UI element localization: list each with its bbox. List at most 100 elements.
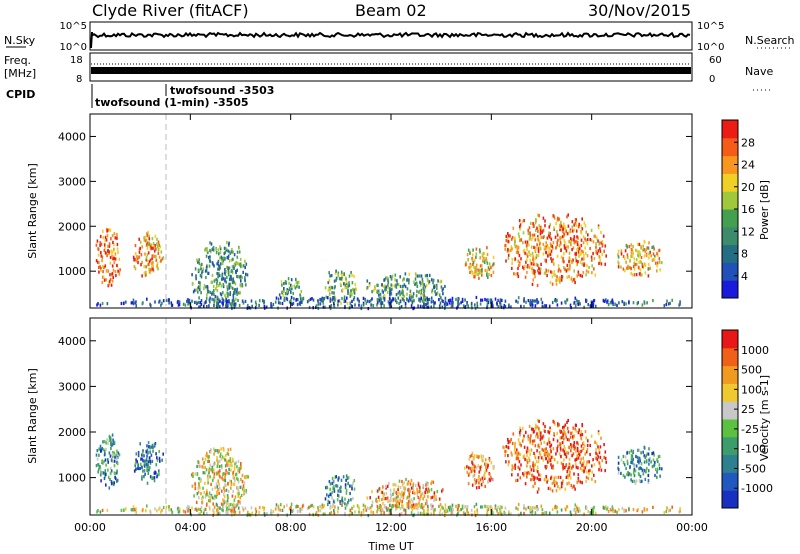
range-gate-cell — [569, 443, 572, 447]
range-gate-cell — [207, 290, 209, 294]
range-gate-cell — [200, 299, 203, 303]
range-gate-cell — [331, 286, 333, 290]
range-gate-cell — [601, 252, 603, 256]
range-gate-cell — [473, 505, 476, 509]
range-gate-cell — [151, 476, 153, 480]
range-gate-cell — [350, 271, 352, 275]
range-gate-cell — [582, 270, 585, 275]
range-gate-cell — [626, 266, 628, 270]
range-gate-cell — [191, 506, 193, 510]
range-gate-cell — [478, 475, 480, 479]
range-gate-cell — [237, 298, 239, 303]
range-gate-cell — [146, 233, 149, 238]
range-gate-cell — [646, 508, 648, 512]
range-gate-cell — [621, 300, 624, 304]
range-gate-cell — [415, 274, 418, 278]
range-gate-cell — [568, 256, 571, 260]
range-gate-cell — [378, 498, 381, 502]
range-gate-cell — [576, 235, 578, 239]
range-gate-cell — [114, 236, 117, 240]
range-gate-cell — [592, 251, 594, 256]
range-gate-cell — [188, 298, 191, 302]
range-gate-cell — [125, 507, 127, 511]
range-gate-cell — [617, 471, 620, 475]
range-gate-cell — [155, 463, 158, 467]
range-gate-cell — [627, 266, 630, 270]
range-gate-cell — [591, 464, 593, 468]
y-tick-label: 2000 — [58, 220, 86, 233]
range-gate-cell — [400, 305, 403, 309]
range-gate-cell — [588, 469, 590, 473]
range-gate-cell — [102, 275, 105, 279]
range-gate-cell — [564, 432, 567, 436]
range-gate-cell — [412, 486, 415, 490]
range-gate-cell — [145, 273, 147, 277]
range-gate-cell — [227, 266, 229, 270]
range-gate-cell — [322, 305, 325, 309]
range-gate-cell — [384, 284, 386, 288]
range-gate-cell — [598, 451, 601, 455]
range-gate-cell — [517, 266, 519, 271]
range-gate-cell — [622, 267, 625, 271]
range-gate-cell — [150, 243, 153, 247]
range-gate-cell — [329, 482, 332, 486]
range-gate-cell — [206, 511, 208, 516]
range-gate-cell — [556, 298, 558, 302]
range-gate-cell — [198, 496, 200, 500]
range-gate-cell — [226, 507, 228, 511]
range-gate-cell — [491, 507, 494, 511]
range-gate-cell — [135, 259, 137, 263]
range-gate-cell — [647, 478, 650, 483]
range-gate-cell — [443, 509, 446, 513]
range-gate-cell — [477, 268, 479, 272]
range-gate-cell — [593, 463, 596, 467]
range-gate-cell — [528, 456, 530, 460]
range-gate-cell — [146, 504, 148, 508]
range-gate-cell — [227, 273, 230, 277]
range-gate-cell — [115, 274, 117, 278]
range-gate-cell — [352, 290, 355, 294]
range-gate-cell — [351, 487, 353, 491]
range-gate-cell — [560, 430, 563, 434]
range-gate-cell — [527, 228, 529, 232]
range-gate-cell — [427, 512, 429, 516]
range-gate-cell — [213, 264, 215, 268]
range-gate-cell — [595, 448, 597, 452]
range-gate-cell — [470, 269, 473, 273]
range-gate-cell — [233, 476, 236, 480]
range-gate-cell — [573, 434, 575, 438]
range-gate-cell — [332, 299, 335, 303]
range-gate-cell — [116, 478, 119, 482]
range-gate-cell — [489, 505, 492, 509]
range-gate-cell — [382, 290, 384, 294]
range-gate-cell — [523, 473, 525, 477]
range-gate-cell — [141, 477, 143, 481]
range-gate-cell — [418, 297, 420, 301]
range-gate-cell — [157, 240, 160, 244]
range-gate-cell — [640, 462, 643, 466]
range-gate-cell — [450, 304, 453, 308]
range-gate-cell — [235, 297, 237, 301]
range-gate-cell — [240, 274, 242, 278]
range-gate-cell — [203, 284, 206, 288]
range-gate-cell — [131, 301, 134, 305]
range-gate-cell — [351, 506, 353, 510]
range-gate-cell — [678, 510, 680, 514]
range-gate-cell — [218, 449, 221, 453]
range-gate-cell — [102, 264, 104, 268]
range-gate-cell — [574, 503, 577, 507]
range-gate-cell — [519, 223, 522, 227]
range-gate-cell — [528, 424, 531, 428]
range-gate-cell — [482, 479, 484, 484]
range-gate-cell — [371, 504, 373, 508]
range-gate-cell — [284, 292, 287, 296]
range-gate-cell — [518, 235, 521, 239]
range-gate-cell — [432, 508, 435, 512]
range-gate-cell — [603, 249, 605, 253]
range-gate-cell — [523, 297, 525, 301]
range-gate-cell — [347, 476, 350, 480]
range-gate-cell — [331, 291, 333, 295]
range-gate-cell — [507, 463, 510, 467]
range-gate-cell — [446, 302, 449, 306]
range-gate-cell — [603, 506, 606, 510]
